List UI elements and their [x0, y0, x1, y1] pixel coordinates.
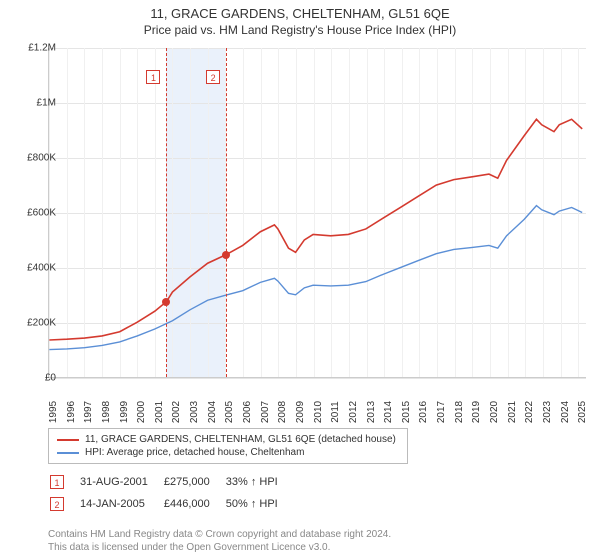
x-axis-label: 2009 — [295, 401, 306, 423]
transaction-pct: 50% ↑ HPI — [226, 494, 292, 514]
y-axis-label: £800K — [27, 153, 56, 164]
x-axis-label: 2006 — [242, 401, 253, 423]
plot-area: 12 — [48, 48, 586, 378]
transactions-table: 1 31-AUG-2001 £275,000 33% ↑ HPI 2 14-JA… — [48, 470, 294, 516]
x-axis-label: 2023 — [542, 401, 553, 423]
x-axis-label: 2017 — [436, 401, 447, 423]
x-axis-label: 2019 — [471, 401, 482, 423]
marker-badge: 2 — [50, 497, 64, 511]
marker-badge: 1 — [146, 70, 160, 84]
x-axis-label: 2011 — [330, 401, 341, 423]
x-axis-label: 2014 — [383, 401, 394, 423]
legend-swatch — [57, 439, 79, 441]
footer-line: Contains HM Land Registry data © Crown c… — [48, 528, 391, 541]
legend-item: 11, GRACE GARDENS, CHELTENHAM, GL51 6QE … — [57, 433, 399, 446]
x-axis-label: 1997 — [83, 401, 94, 423]
transaction-date: 14-JAN-2005 — [80, 494, 162, 514]
chart-container: 11, GRACE GARDENS, CHELTENHAM, GL51 6QE … — [0, 0, 600, 560]
x-axis-label: 2021 — [507, 401, 518, 423]
footer: Contains HM Land Registry data © Crown c… — [48, 528, 391, 554]
marker-line — [226, 48, 227, 377]
x-axis-label: 2000 — [136, 401, 147, 423]
marker-dot — [162, 298, 170, 306]
x-axis-label: 2012 — [348, 401, 359, 423]
legend: 11, GRACE GARDENS, CHELTENHAM, GL51 6QE … — [48, 428, 408, 464]
x-axis-label: 1996 — [66, 401, 77, 423]
chart-subtitle: Price paid vs. HM Land Registry's House … — [0, 21, 600, 41]
line-layer — [49, 48, 586, 377]
marker-line — [166, 48, 167, 377]
x-axis-label: 2020 — [489, 401, 500, 423]
chart-title: 11, GRACE GARDENS, CHELTENHAM, GL51 6QE — [0, 0, 600, 21]
legend-label: HPI: Average price, detached house, Chel… — [85, 447, 304, 458]
x-axis-label: 2008 — [277, 401, 288, 423]
marker-badge: 1 — [50, 475, 64, 489]
x-axis-label: 2022 — [524, 401, 535, 423]
legend-swatch — [57, 452, 79, 454]
x-axis-label: 1999 — [119, 401, 130, 423]
x-axis-label: 2001 — [154, 401, 165, 423]
x-axis-label: 2003 — [189, 401, 200, 423]
x-axis-label: 2018 — [454, 401, 465, 423]
y-axis-label: £600K — [27, 208, 56, 219]
transaction-price: £446,000 — [164, 494, 224, 514]
x-axis-label: 2010 — [313, 401, 324, 423]
transaction-date: 31-AUG-2001 — [80, 472, 162, 492]
x-axis-label: 2004 — [207, 401, 218, 423]
y-axis-label: £0 — [45, 373, 56, 384]
series-line-1 — [49, 206, 582, 350]
x-axis-label: 2025 — [577, 401, 588, 423]
y-axis-label: £200K — [27, 318, 56, 329]
series-line-0 — [49, 119, 582, 340]
table-row: 1 31-AUG-2001 £275,000 33% ↑ HPI — [50, 472, 292, 492]
legend-item: HPI: Average price, detached house, Chel… — [57, 446, 399, 459]
x-axis-label: 1995 — [48, 401, 59, 423]
x-axis-label: 2016 — [418, 401, 429, 423]
x-axis-label: 2024 — [560, 401, 571, 423]
x-axis-label: 2007 — [260, 401, 271, 423]
gridline-h — [49, 378, 586, 379]
x-axis-label: 2002 — [171, 401, 182, 423]
x-axis-label: 1998 — [101, 401, 112, 423]
transaction-price: £275,000 — [164, 472, 224, 492]
transaction-pct: 33% ↑ HPI — [226, 472, 292, 492]
footer-line: This data is licensed under the Open Gov… — [48, 541, 391, 554]
table-row: 2 14-JAN-2005 £446,000 50% ↑ HPI — [50, 494, 292, 514]
marker-badge: 2 — [206, 70, 220, 84]
x-axis-label: 2005 — [224, 401, 235, 423]
y-axis-label: £400K — [27, 263, 56, 274]
legend-label: 11, GRACE GARDENS, CHELTENHAM, GL51 6QE … — [85, 434, 396, 445]
x-axis-label: 2015 — [401, 401, 412, 423]
y-axis-label: £1M — [37, 98, 56, 109]
y-axis-label: £1.2M — [28, 43, 56, 54]
x-axis-label: 2013 — [366, 401, 377, 423]
marker-dot — [222, 251, 230, 259]
